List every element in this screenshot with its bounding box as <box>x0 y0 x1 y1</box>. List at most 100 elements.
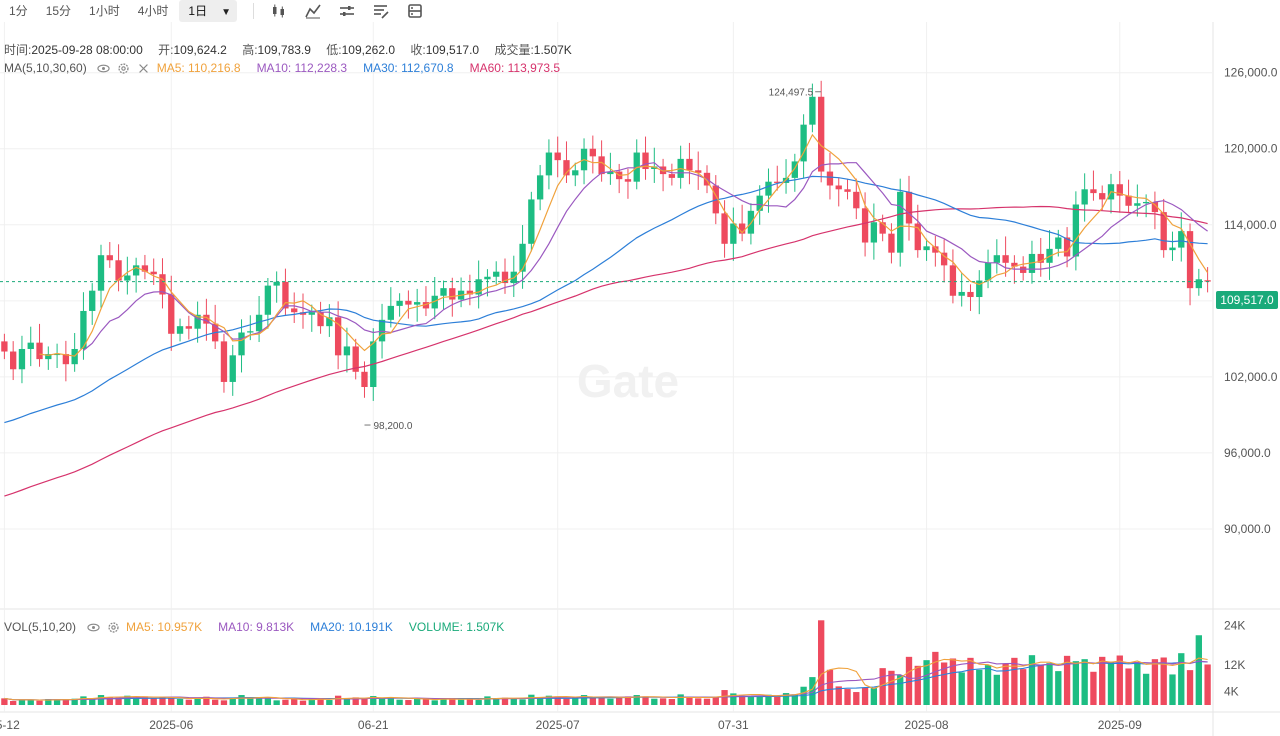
timeframe-1m[interactable]: 1分 <box>9 4 28 18</box>
volume-bar <box>475 700 482 705</box>
volume-bar <box>818 620 825 705</box>
timeframe-15m[interactable]: 15分 <box>45 4 72 18</box>
gear-icon[interactable] <box>106 620 120 634</box>
volume-bar <box>1186 670 1194 705</box>
y-tick-label: 102,000.0 <box>1224 370 1278 384</box>
candle-body <box>853 191 860 209</box>
close-label: 收: <box>410 43 426 57</box>
settings-sliders-icon[interactable] <box>330 0 364 22</box>
volume-bar <box>1011 657 1018 705</box>
candle-body <box>897 191 904 253</box>
candle-body <box>1169 247 1176 251</box>
candle-body <box>18 348 26 370</box>
candle-body <box>405 300 412 305</box>
candle-body <box>185 326 192 329</box>
toolbar: 1分 15分 1小时 4小时 1日 ▼ <box>0 0 1280 22</box>
timeframe-4h[interactable]: 4小时 <box>137 4 169 18</box>
candle-body <box>1002 255 1009 263</box>
volume-bar <box>721 690 728 705</box>
candle-body <box>993 255 1000 263</box>
candlestick-icon[interactable] <box>262 0 296 22</box>
candle-body <box>598 156 605 175</box>
volume-bar <box>1002 663 1009 705</box>
y-tick-label: 120,000.0 <box>1224 142 1278 156</box>
timeframe-1d-dropdown[interactable]: 1日 ▼ <box>179 0 238 22</box>
candle-body <box>1125 195 1132 206</box>
candle-body <box>317 312 324 327</box>
volume-bar <box>528 694 535 705</box>
open-label: 开: <box>158 43 174 57</box>
volume-bar <box>624 696 632 705</box>
candle-body <box>589 148 596 157</box>
high-value: 109,783.9 <box>257 43 311 57</box>
volume-bar <box>457 699 465 705</box>
candle-body <box>1099 193 1106 200</box>
volume-bar <box>308 699 315 705</box>
volume-bar <box>870 688 878 705</box>
candle-body <box>1151 201 1159 213</box>
candle-body <box>554 152 561 161</box>
candle-body <box>80 310 87 349</box>
candle-body <box>624 179 632 182</box>
indicator-icon[interactable] <box>296 0 330 22</box>
volume-bar <box>422 698 430 705</box>
close-icon[interactable] <box>137 61 151 75</box>
timeframe-1h[interactable]: 1小时 <box>89 4 120 18</box>
volume-bar <box>18 700 26 705</box>
volume-value-legend: VOLUME: 1.507K <box>408 620 505 634</box>
candle-body <box>1028 253 1036 273</box>
candle-body <box>1204 280 1211 282</box>
vol-ma5-line <box>4 657 1208 701</box>
volume-bar <box>607 698 614 705</box>
volume-bar <box>80 696 87 705</box>
candle-body <box>1055 237 1062 249</box>
candle-body <box>62 354 70 365</box>
volume-bar <box>352 697 359 705</box>
candle-body <box>273 281 280 286</box>
gear-icon[interactable] <box>117 61 131 75</box>
candle-body <box>264 285 272 315</box>
candle-body <box>791 161 798 178</box>
volume-bar <box>572 696 579 705</box>
drawing-tools-icon[interactable] <box>364 0 398 22</box>
volume-bar <box>1151 659 1159 705</box>
candle-body <box>1160 212 1167 251</box>
volume-bar <box>519 699 526 705</box>
candle-body <box>1134 203 1141 206</box>
volume-bar <box>765 694 772 705</box>
eye-icon[interactable] <box>97 61 111 75</box>
volume-bar <box>1099 656 1106 705</box>
x-tick-label: 2025-09 <box>1098 718 1142 732</box>
volume-bar <box>370 696 377 705</box>
volume-bar <box>36 700 43 705</box>
candle-body <box>229 355 236 382</box>
eye-icon[interactable] <box>86 620 100 634</box>
candle-body <box>1081 189 1088 205</box>
volume-bar <box>940 662 948 705</box>
volume-bar <box>536 697 544 705</box>
candle-body <box>334 317 342 356</box>
candle-body <box>1020 266 1027 273</box>
volume-bar <box>1178 653 1185 705</box>
candle-body <box>53 354 61 356</box>
volume-bar <box>967 657 974 705</box>
volume-bar <box>1063 655 1071 705</box>
candle-body <box>835 185 842 190</box>
candle-body <box>1178 231 1185 248</box>
chevron-down-icon: ▼ <box>221 7 232 18</box>
candle-body <box>449 288 456 300</box>
candle-body <box>1186 231 1194 289</box>
volume-bar <box>449 699 456 705</box>
y-tick-label: 126,000.0 <box>1224 66 1278 80</box>
candle-body <box>536 175 544 200</box>
candle-body <box>141 265 149 272</box>
high-annotation: 124,497.5 <box>769 88 814 99</box>
volume-bar <box>124 695 131 705</box>
candle-body <box>642 152 649 170</box>
volume-bar <box>580 695 588 705</box>
candle-body <box>949 265 957 296</box>
layout-icon[interactable] <box>398 0 432 22</box>
volume-bar <box>176 699 184 705</box>
candle-body <box>484 276 491 280</box>
volume-bar <box>703 698 711 705</box>
